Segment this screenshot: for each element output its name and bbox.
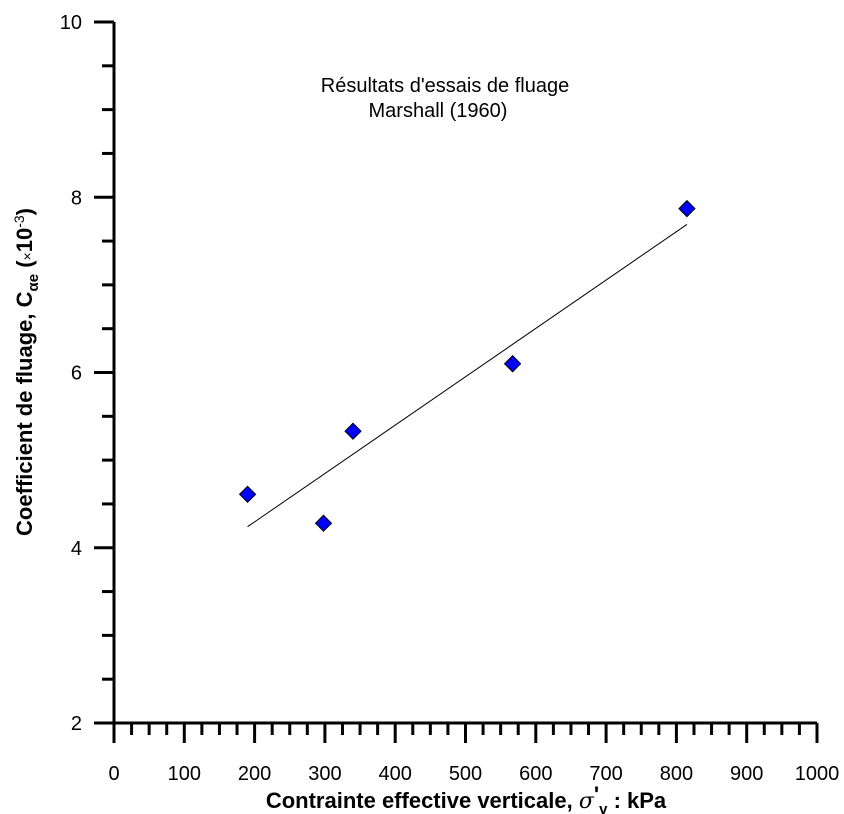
y-axis-title-subscript: αe — [25, 274, 42, 292]
y-axis-title-unit-open: ( — [12, 260, 37, 274]
y-tick-label: 2 — [71, 713, 82, 735]
y-tick-label: 10 — [60, 12, 82, 34]
y-tick-label: 8 — [71, 187, 82, 209]
x-tick-label: 100 — [168, 763, 201, 785]
x-tick-label: 600 — [519, 763, 552, 785]
x-tick-label: 0 — [108, 763, 119, 785]
x-tick-label: 700 — [589, 763, 622, 785]
x-tick-label: 300 — [308, 763, 341, 785]
y-tick-label: 4 — [71, 538, 82, 560]
x-axis-title: Contrainte effective verticale, σ'v : kP… — [266, 782, 667, 814]
data-point-diamond — [238, 485, 257, 504]
tick-labels: 0 100 200 300 400 500 600 700 800 900 1000 2 4 6 8 10 — [60, 12, 840, 785]
y-tick-label: 6 — [71, 363, 82, 385]
axes — [112, 22, 817, 725]
x-tick-label: 400 — [379, 763, 412, 785]
x-axis-title-prime: ' — [594, 782, 599, 807]
data-point-diamond — [503, 355, 522, 373]
x-tick-label: 900 — [730, 763, 763, 785]
x-tick-label: 800 — [660, 763, 693, 785]
y-axis-title-main: Coefficient de fluage, C — [12, 291, 37, 536]
trendline — [247, 224, 688, 528]
chart-subtitle: Marshall (1960) — [369, 100, 508, 122]
y-axis-title-unit-close: ) — [12, 208, 37, 215]
data-point-diamond — [314, 514, 333, 532]
y-axis-title-unit-exp: -3 — [11, 215, 27, 228]
x-axis-title-subscript: v — [599, 801, 608, 814]
x-tick-label: 1000 — [795, 763, 840, 785]
data-point-diamond — [678, 199, 696, 218]
x-tick-label: 500 — [449, 763, 482, 785]
x-axis-title-symbol: σ — [579, 789, 595, 814]
y-axis-title-unit-base: 10 — [12, 228, 37, 252]
y-axis-title: Coefficient de fluage, Cαe (×10-3) — [11, 208, 42, 536]
ticks — [94, 20, 819, 743]
x-axis-title-unit: : kPa — [607, 788, 666, 813]
data-points — [238, 199, 696, 532]
x-tick-label: 200 — [238, 763, 271, 785]
y-axis-title-multiplier: × — [19, 252, 35, 260]
data-point-diamond — [344, 422, 362, 440]
chart-title: Résultats d'essais de fluage — [321, 75, 569, 97]
x-axis-title-main: Contrainte effective verticale, — [266, 788, 579, 813]
